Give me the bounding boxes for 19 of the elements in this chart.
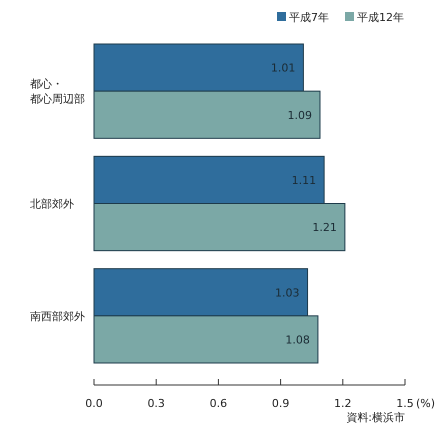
y-tick-label: 北部郊外 [30, 198, 74, 210]
y-tick-label: 南西部郊外 [30, 310, 85, 323]
legend-label: 平成12年 [357, 11, 404, 24]
x-tick-label: 0.9 [272, 397, 290, 410]
legend-label: 平成7年 [289, 11, 329, 24]
x-tick-label: 0.3 [147, 397, 165, 410]
data-label: 1.09 [287, 108, 312, 122]
data-label: 1.11 [292, 174, 316, 187]
x-axis-title: (%) [416, 397, 436, 410]
data-label: 1.08 [285, 333, 310, 346]
text: 資料:横浜市 [346, 411, 405, 424]
data-label: 1.03 [275, 286, 300, 300]
x-tick-label: 1.2 [334, 397, 352, 410]
y-tick-label: 都心・都心周辺部 [30, 78, 85, 106]
data-label: 1.01 [270, 62, 296, 75]
x-tick-label: 0.0 [85, 397, 103, 410]
x-tick-label: 1.5 [396, 397, 414, 410]
data-label: 1.21 [312, 221, 337, 234]
x-tick-label: 0.6 [210, 397, 228, 410]
